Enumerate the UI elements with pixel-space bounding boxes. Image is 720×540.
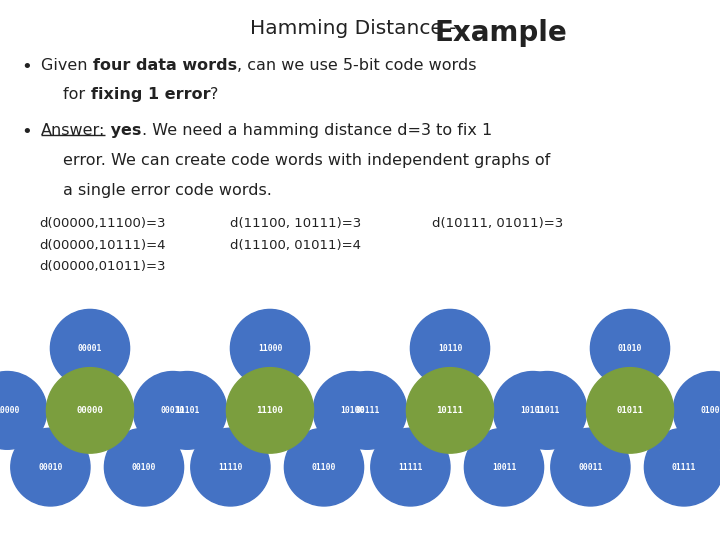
Text: for: for [63, 87, 91, 103]
Ellipse shape [11, 428, 90, 506]
Ellipse shape [508, 372, 587, 449]
Text: Hamming Distance -: Hamming Distance - [251, 19, 469, 38]
Text: 11000: 11000 [258, 344, 282, 353]
Text: , can we use 5-bit code words: , can we use 5-bit code words [237, 58, 477, 73]
Ellipse shape [673, 372, 720, 449]
Text: yes: yes [105, 123, 142, 138]
Ellipse shape [133, 372, 212, 449]
Ellipse shape [590, 309, 670, 387]
Text: 10111: 10111 [436, 406, 464, 415]
Text: 01001: 01001 [701, 406, 720, 415]
Ellipse shape [226, 368, 314, 453]
Ellipse shape [328, 372, 407, 449]
Ellipse shape [644, 428, 720, 506]
Ellipse shape [371, 428, 450, 506]
Text: 00011: 00011 [578, 463, 603, 471]
Ellipse shape [0, 372, 47, 449]
Text: 00010: 00010 [161, 406, 185, 415]
Text: 10101: 10101 [521, 406, 545, 415]
Text: 10110: 10110 [438, 344, 462, 353]
Text: •: • [22, 123, 32, 141]
Ellipse shape [464, 428, 544, 506]
Text: 10100: 10100 [341, 406, 365, 415]
Text: d(11100, 10111)=3: d(11100, 10111)=3 [230, 217, 361, 230]
Ellipse shape [191, 428, 270, 506]
Text: ?: ? [210, 87, 219, 103]
Text: d(11100, 01011)=4: d(11100, 01011)=4 [230, 239, 361, 252]
Ellipse shape [46, 368, 134, 453]
Text: Example: Example [434, 19, 567, 47]
Text: 11011: 11011 [535, 406, 559, 415]
Text: 00100: 00100 [132, 463, 156, 471]
Text: d(00000,10111)=4: d(00000,10111)=4 [40, 239, 166, 252]
Text: 01011: 01011 [616, 406, 644, 415]
Ellipse shape [406, 368, 494, 453]
Text: 11101: 11101 [175, 406, 199, 415]
Text: 00001: 00001 [78, 344, 102, 353]
Text: •: • [22, 58, 32, 76]
Text: . We need a hamming distance d=3 to fix 1: . We need a hamming distance d=3 to fix … [142, 123, 492, 138]
Text: a single error code words.: a single error code words. [63, 183, 272, 198]
Ellipse shape [104, 428, 184, 506]
Ellipse shape [230, 309, 310, 387]
Text: 10000: 10000 [0, 406, 19, 415]
Text: 11100: 11100 [256, 406, 284, 415]
Text: 00010: 00010 [38, 463, 63, 471]
Text: 11111: 11111 [398, 463, 423, 471]
Ellipse shape [551, 428, 630, 506]
Ellipse shape [50, 309, 130, 387]
Text: 10011: 10011 [492, 463, 516, 471]
Text: Answer:: Answer: [41, 123, 105, 138]
Ellipse shape [313, 372, 392, 449]
Text: 00000: 00000 [76, 406, 104, 415]
Text: 01100: 01100 [312, 463, 336, 471]
Text: Given: Given [41, 58, 93, 73]
Text: error. We can create code words with independent graphs of: error. We can create code words with ind… [63, 153, 551, 168]
Ellipse shape [493, 372, 572, 449]
Ellipse shape [410, 309, 490, 387]
Ellipse shape [148, 372, 227, 449]
Text: d(00000,11100)=3: d(00000,11100)=3 [40, 217, 166, 230]
Text: 01111: 01111 [672, 463, 696, 471]
Text: fixing 1 error: fixing 1 error [91, 87, 210, 103]
Ellipse shape [284, 428, 364, 506]
Text: 01010: 01010 [618, 344, 642, 353]
Text: 00111: 00111 [355, 406, 379, 415]
Text: d(00000,01011)=3: d(00000,01011)=3 [40, 260, 166, 273]
Text: four data words: four data words [93, 58, 237, 73]
Ellipse shape [587, 368, 674, 453]
Text: 11110: 11110 [218, 463, 243, 471]
Text: d(10111, 01011)=3: d(10111, 01011)=3 [432, 217, 563, 230]
